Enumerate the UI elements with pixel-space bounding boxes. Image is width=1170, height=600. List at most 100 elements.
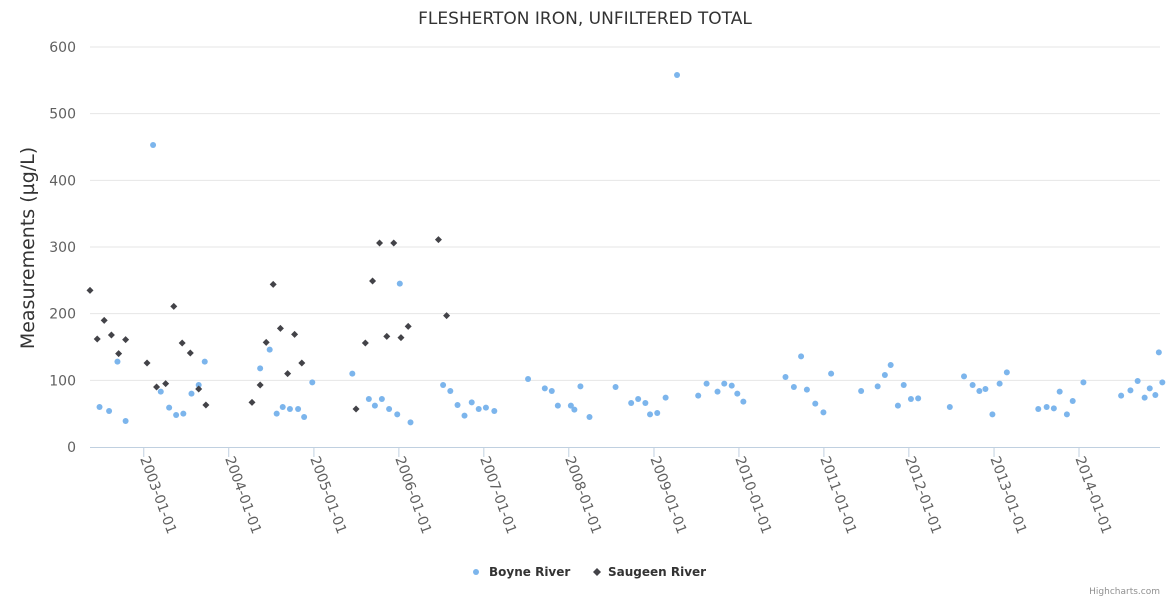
saugeen-point[interactable]	[262, 338, 270, 346]
boyne-point[interactable]	[286, 406, 293, 412]
saugeen-point[interactable]	[248, 398, 256, 406]
boyne-point[interactable]	[803, 386, 810, 393]
boyne-point[interactable]	[157, 388, 164, 395]
boyne-point[interactable]	[166, 404, 173, 411]
saugeen-point[interactable]	[352, 405, 360, 413]
boyne-point[interactable]	[407, 419, 414, 426]
boyne-point[interactable]	[894, 402, 901, 409]
boyne-point[interactable]	[525, 376, 532, 382]
boyne-point[interactable]	[915, 395, 922, 402]
boyne-point[interactable]	[982, 386, 989, 392]
boyne-point[interactable]	[695, 392, 702, 399]
boyne-point[interactable]	[1134, 378, 1141, 384]
boyne-point[interactable]	[900, 382, 907, 388]
boyne-point[interactable]	[714, 388, 721, 395]
boyne-point[interactable]	[195, 382, 202, 388]
saugeen-point[interactable]	[397, 334, 405, 342]
boyne-point[interactable]	[1003, 369, 1010, 376]
saugeen-point[interactable]	[86, 286, 94, 294]
boyne-point[interactable]	[976, 388, 983, 394]
saugeen-point[interactable]	[383, 332, 391, 340]
saugeen-point[interactable]	[178, 339, 186, 347]
boyne-point[interactable]	[812, 400, 819, 407]
legend-boyne-label[interactable]: Boyne River	[489, 565, 570, 579]
boyne-point[interactable]	[295, 406, 302, 412]
saugeen-point[interactable]	[443, 312, 451, 320]
saugeen-point[interactable]	[143, 359, 151, 367]
boyne-point[interactable]	[1043, 404, 1050, 410]
boyne-point[interactable]	[150, 142, 157, 148]
boyne-point[interactable]	[447, 388, 454, 394]
boyne-point[interactable]	[371, 402, 378, 409]
boyne-point[interactable]	[273, 410, 280, 417]
saugeen-point[interactable]	[390, 239, 398, 247]
saugeen-point[interactable]	[291, 330, 299, 338]
boyne-point[interactable]	[969, 382, 976, 388]
boyne-point[interactable]	[881, 372, 888, 378]
saugeen-point[interactable]	[369, 277, 377, 285]
boyne-point[interactable]	[96, 404, 103, 410]
legend-saugeen-label[interactable]: Saugeen River	[608, 565, 706, 579]
boyne-point[interactable]	[1152, 392, 1159, 398]
saugeen-point[interactable]	[153, 383, 161, 391]
boyne-point[interactable]	[180, 410, 187, 417]
boyne-point[interactable]	[612, 384, 619, 390]
boyne-point[interactable]	[703, 380, 710, 387]
boyne-point[interactable]	[1063, 411, 1070, 418]
boyne-point[interactable]	[482, 404, 489, 411]
boyne-point[interactable]	[996, 380, 1003, 387]
saugeen-point[interactable]	[186, 349, 194, 357]
boyne-point[interactable]	[586, 414, 593, 420]
boyne-point[interactable]	[1056, 388, 1063, 395]
saugeen-point[interactable]	[107, 331, 115, 339]
boyne-point[interactable]	[946, 404, 953, 410]
boyne-point[interactable]	[1146, 385, 1153, 392]
boyne-point[interactable]	[1080, 379, 1087, 386]
boyne-point[interactable]	[1127, 387, 1134, 394]
boyne-point[interactable]	[734, 390, 741, 397]
boyne-point[interactable]	[301, 414, 308, 420]
boyne-point[interactable]	[674, 72, 681, 78]
boyne-point[interactable]	[728, 382, 735, 389]
saugeen-point[interactable]	[361, 339, 369, 347]
saugeen-point[interactable]	[276, 324, 284, 332]
saugeen-point[interactable]	[376, 239, 384, 247]
saugeen-point[interactable]	[170, 302, 178, 310]
boyne-point[interactable]	[858, 388, 865, 394]
boyne-point[interactable]	[635, 396, 642, 402]
saugeen-point[interactable]	[100, 316, 108, 324]
saugeen-point[interactable]	[298, 359, 306, 367]
boyne-point[interactable]	[721, 380, 728, 387]
saugeen-point[interactable]	[93, 335, 101, 343]
boyne-point[interactable]	[122, 418, 129, 424]
boyne-point[interactable]	[1155, 349, 1162, 356]
boyne-point[interactable]	[662, 394, 669, 401]
boyne-point[interactable]	[740, 398, 747, 405]
boyne-point[interactable]	[790, 384, 797, 390]
boyne-point[interactable]	[1118, 392, 1125, 399]
boyne-point[interactable]	[468, 399, 475, 406]
boyne-point[interactable]	[567, 402, 574, 409]
boyne-point[interactable]	[279, 404, 286, 410]
boyne-point[interactable]	[394, 411, 401, 418]
boyne-point[interactable]	[642, 400, 649, 406]
boyne-point[interactable]	[475, 406, 482, 412]
boyne-point[interactable]	[887, 362, 894, 368]
boyne-point[interactable]	[989, 411, 996, 418]
boyne-point[interactable]	[440, 382, 447, 388]
boyne-point[interactable]	[201, 358, 208, 365]
boyne-point[interactable]	[454, 402, 461, 408]
boyne-point[interactable]	[396, 280, 403, 287]
boyne-point[interactable]	[571, 406, 578, 413]
boyne-point[interactable]	[828, 370, 835, 377]
saugeen-point[interactable]	[115, 350, 123, 358]
boyne-point[interactable]	[188, 390, 195, 397]
boyne-point[interactable]	[548, 388, 555, 394]
boyne-point[interactable]	[106, 408, 113, 414]
saugeen-point[interactable]	[162, 380, 170, 388]
boyne-point[interactable]	[628, 400, 635, 406]
boyne-point[interactable]	[647, 411, 654, 418]
boyne-point[interactable]	[1159, 379, 1166, 386]
boyne-point[interactable]	[577, 383, 584, 390]
boyne-point[interactable]	[907, 396, 914, 402]
